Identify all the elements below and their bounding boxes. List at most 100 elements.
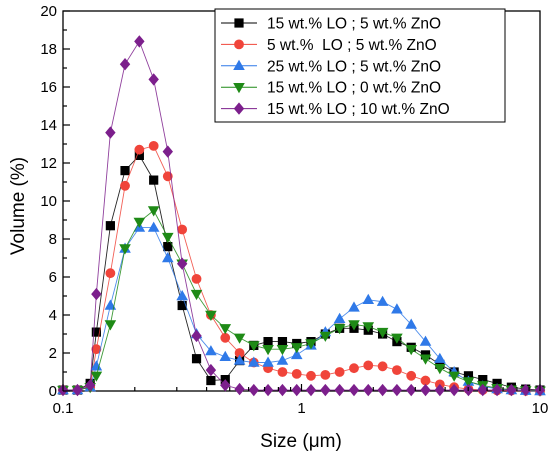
y-tick-label: 2 (49, 345, 57, 362)
series-line (63, 145, 541, 392)
data-point (104, 320, 117, 331)
series-5 (57, 35, 546, 397)
data-point (348, 320, 360, 331)
data-point (419, 335, 432, 346)
series-layer (57, 35, 546, 397)
y-tick-label: 4 (49, 307, 57, 324)
legend-box (214, 8, 506, 123)
data-point (262, 383, 274, 397)
legend-item-5: 15 wt.% LO ; 10 wt.% ZnO (221, 101, 450, 118)
legend-item-2: 5 wt.% LO ; 5 wt.% ZnO (221, 37, 437, 54)
data-point (147, 221, 160, 232)
data-point (219, 324, 232, 335)
data-point (363, 360, 374, 371)
data-point (147, 206, 160, 217)
data-point (462, 377, 475, 388)
data-point (334, 383, 345, 397)
data-point (248, 341, 260, 352)
data-point (290, 348, 303, 360)
data-point (234, 348, 245, 358)
data-point (163, 242, 173, 252)
series-line (63, 227, 541, 392)
data-point (377, 383, 388, 397)
data-point (134, 150, 144, 160)
data-point (148, 73, 159, 86)
data-point (362, 322, 375, 333)
data-point (177, 224, 188, 235)
data-point (406, 383, 417, 397)
data-point (161, 252, 174, 263)
data-point (219, 350, 232, 361)
y-tick-label: 0 (49, 383, 57, 400)
data-point (149, 175, 159, 185)
data-point (205, 345, 217, 356)
data-point (391, 303, 403, 314)
data-point (348, 301, 360, 312)
data-point (320, 369, 331, 380)
data-point (391, 333, 403, 344)
data-point (391, 383, 403, 397)
y-tick-label: 6 (49, 269, 57, 286)
data-point (448, 371, 460, 382)
data-point (276, 354, 289, 365)
data-point (120, 166, 130, 176)
data-point (191, 329, 202, 343)
data-point (405, 345, 418, 356)
data-point (161, 232, 174, 244)
series-3 (57, 221, 546, 396)
x-tick-label: 10 (532, 400, 549, 417)
data-point (233, 333, 246, 344)
data-point (377, 361, 388, 372)
data-point (434, 383, 446, 397)
y-tick-label: 16 (40, 79, 57, 96)
series-line (63, 154, 541, 391)
data-point (392, 365, 402, 375)
data-point (305, 383, 317, 397)
data-point (205, 363, 217, 377)
data-point (290, 343, 303, 354)
data-point (220, 379, 231, 392)
data-point (91, 327, 101, 337)
data-point (90, 371, 103, 382)
data-point (248, 356, 260, 367)
data-point (478, 375, 488, 385)
data-point (448, 383, 460, 397)
y-tick-label: 20 (40, 3, 57, 20)
data-point (234, 382, 245, 396)
data-point (105, 221, 115, 231)
data-point (520, 383, 531, 397)
data-point (91, 287, 102, 301)
data-point (176, 257, 188, 270)
y-tick-label: 10 (40, 193, 57, 210)
data-point (220, 332, 231, 343)
series-line (63, 209, 541, 392)
data-point (233, 354, 246, 365)
data-point (119, 244, 131, 255)
data-point (434, 352, 446, 363)
x-tick-label: 1 (297, 400, 305, 417)
x-axis-title: Size (μm) (260, 431, 342, 452)
data-point (120, 180, 130, 191)
legend-marker (233, 83, 245, 94)
legend-label: 15 wt.% LO ; 5 wt.% ZnO (267, 16, 441, 33)
series-4 (57, 206, 546, 397)
data-point (277, 383, 288, 397)
data-point (277, 367, 288, 377)
y-tick-label: 18 (40, 41, 57, 58)
data-point (206, 375, 216, 386)
data-point (420, 383, 431, 397)
data-point (419, 354, 432, 365)
data-point (305, 339, 317, 350)
data-point (376, 295, 389, 306)
data-point (406, 370, 417, 381)
y-tick-label: 14 (40, 117, 57, 134)
legend-label: 5 wt.% LO ; 5 wt.% ZnO (267, 37, 437, 54)
data-point (291, 369, 302, 379)
data-point (333, 312, 346, 323)
data-point (90, 360, 103, 371)
data-point (134, 35, 145, 48)
legend: 15 wt.% LO ; 5 wt.% ZnO 5 wt.% LO ; 5 wt.… (214, 8, 506, 123)
y-tick-label: 8 (49, 231, 57, 248)
legend-marker (233, 59, 245, 70)
